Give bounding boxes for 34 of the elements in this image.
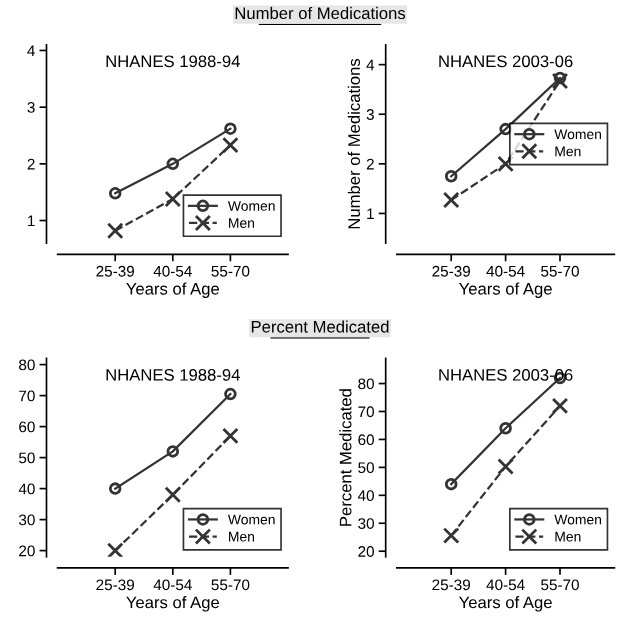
- point: [164, 190, 182, 208]
- chart-title: NHANES 2003-06: [439, 55, 573, 68]
- point: [166, 445, 180, 458]
- text: Percent Medicated: [251, 320, 389, 333]
- point: [499, 122, 512, 136]
- y-axis-title: Number of Medications: [347, 58, 361, 229]
- point: [442, 527, 460, 544]
- point: [444, 169, 458, 183]
- point: [499, 422, 512, 435]
- point: [553, 71, 567, 85]
- chart-title: NHANES 1988-94: [106, 368, 240, 381]
- point: [164, 486, 182, 504]
- point: [497, 458, 514, 475]
- point: [444, 477, 458, 491]
- point: [442, 191, 460, 209]
- point: [497, 155, 514, 173]
- chart-title: NHANES 1988-94: [106, 55, 240, 68]
- text: Number of Medications: [235, 6, 406, 20]
- point: [224, 387, 237, 401]
- x-axis-title: Years of Age: [126, 596, 220, 612]
- point: [106, 222, 124, 240]
- point: [222, 136, 239, 154]
- point: [106, 542, 124, 557]
- point: [551, 397, 569, 415]
- point: [166, 157, 180, 171]
- x-axis-title: Years of Age: [459, 282, 552, 298]
- x-axis-title: Years of Age: [126, 282, 220, 298]
- point: [224, 122, 237, 135]
- point: [551, 72, 569, 90]
- point: [222, 427, 239, 445]
- x-axis-title: Years of Age: [459, 596, 552, 612]
- point: [108, 482, 122, 495]
- point: [108, 187, 122, 200]
- y-axis-title: Percent Medicated: [339, 389, 352, 526]
